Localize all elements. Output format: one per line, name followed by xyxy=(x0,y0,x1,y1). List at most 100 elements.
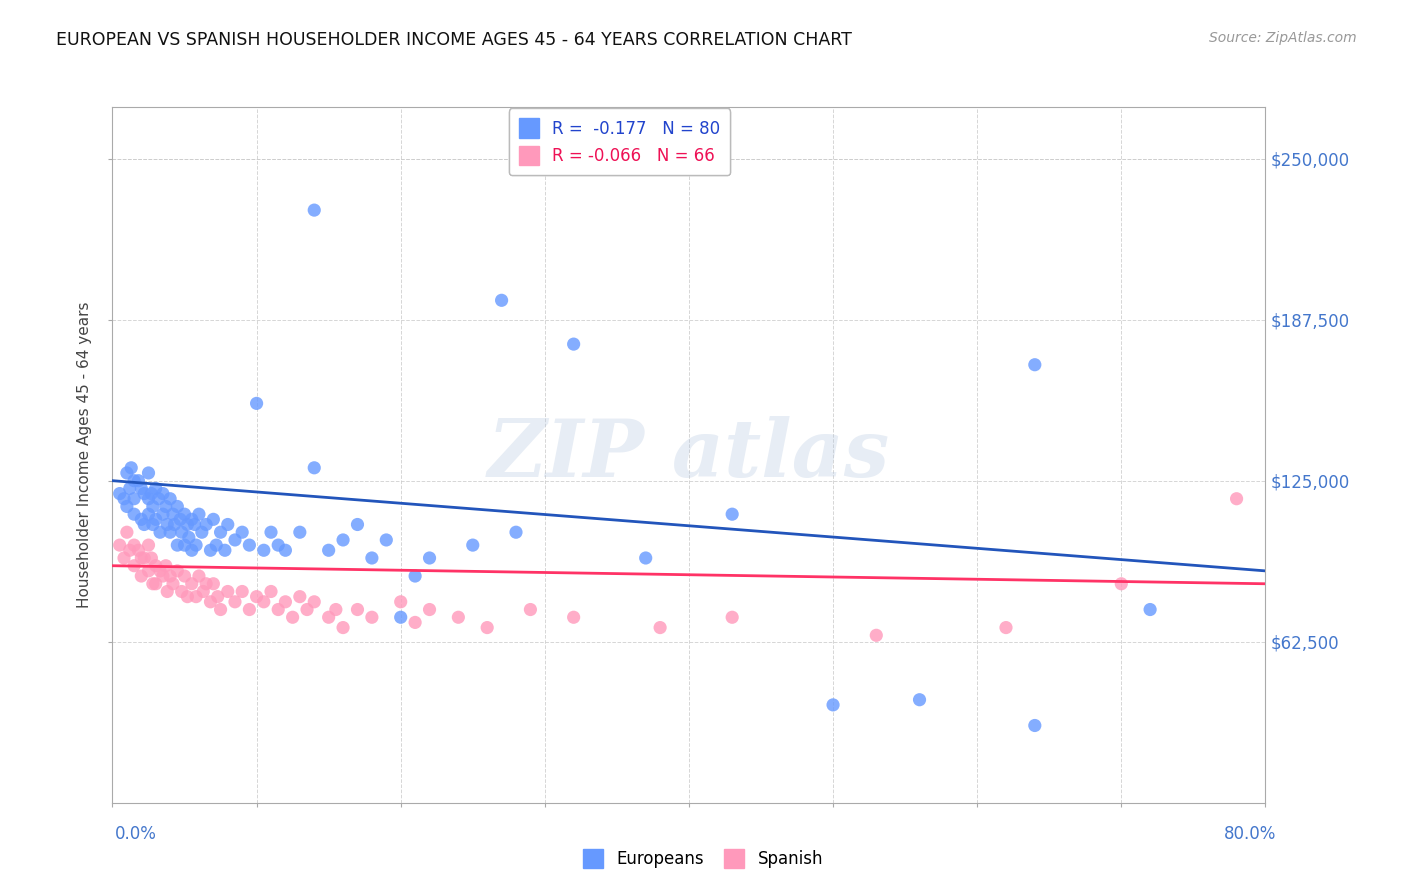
Point xyxy=(245,590,267,604)
Point xyxy=(318,543,340,558)
Point xyxy=(115,525,138,540)
Point xyxy=(169,512,191,526)
Point xyxy=(195,576,218,591)
Point xyxy=(260,525,283,540)
Point xyxy=(145,558,167,573)
Point xyxy=(245,396,267,410)
Point xyxy=(180,576,202,591)
Y-axis label: Householder Income Ages 45 - 64 years: Householder Income Ages 45 - 64 years xyxy=(77,301,93,608)
Point xyxy=(155,500,177,514)
Point xyxy=(304,595,326,609)
Point xyxy=(461,538,484,552)
Point xyxy=(865,628,887,642)
Point xyxy=(108,538,131,552)
Point xyxy=(180,543,202,558)
Text: 0.0%: 0.0% xyxy=(115,825,157,843)
Point xyxy=(1226,491,1249,506)
Point xyxy=(141,551,163,566)
Point xyxy=(1111,576,1133,591)
Point xyxy=(177,530,200,544)
Point xyxy=(281,610,304,624)
Point xyxy=(325,602,347,616)
Text: EUROPEAN VS SPANISH HOUSEHOLDER INCOME AGES 45 - 64 YEARS CORRELATION CHART: EUROPEAN VS SPANISH HOUSEHOLDER INCOME A… xyxy=(56,31,852,49)
Point xyxy=(156,517,179,532)
Point xyxy=(1139,602,1161,616)
Point xyxy=(562,337,585,351)
Point xyxy=(166,500,188,514)
Text: ZIP atlas: ZIP atlas xyxy=(488,417,890,493)
Point xyxy=(142,517,165,532)
Point xyxy=(149,564,172,578)
Point xyxy=(821,698,844,712)
Point xyxy=(404,569,426,583)
Point xyxy=(176,517,198,532)
Point xyxy=(155,558,177,573)
Point xyxy=(127,474,149,488)
Point xyxy=(152,507,174,521)
Point xyxy=(170,584,193,599)
Point xyxy=(505,525,527,540)
Point xyxy=(191,525,214,540)
Point xyxy=(134,486,156,500)
Point xyxy=(346,602,368,616)
Point xyxy=(145,512,167,526)
Point xyxy=(118,482,141,496)
Point xyxy=(274,543,297,558)
Legend: Europeans, Spanish: Europeans, Spanish xyxy=(576,842,830,875)
Point xyxy=(180,512,202,526)
Point xyxy=(166,564,188,578)
Point xyxy=(138,491,160,506)
Point xyxy=(115,500,138,514)
Point xyxy=(419,551,441,566)
Point xyxy=(184,538,207,552)
Point xyxy=(138,466,160,480)
Point xyxy=(562,610,585,624)
Point xyxy=(138,564,160,578)
Point xyxy=(152,486,174,500)
Point xyxy=(346,517,368,532)
Point xyxy=(122,491,145,506)
Point xyxy=(162,576,184,591)
Point xyxy=(304,460,326,475)
Point xyxy=(176,590,198,604)
Point xyxy=(195,517,218,532)
Point xyxy=(231,584,253,599)
Point xyxy=(138,507,160,521)
Point xyxy=(127,543,149,558)
Point xyxy=(163,517,186,532)
Point xyxy=(159,569,181,583)
Point xyxy=(209,602,232,616)
Point xyxy=(360,551,382,566)
Point xyxy=(129,551,153,566)
Text: 80.0%: 80.0% xyxy=(1225,825,1277,843)
Point xyxy=(202,576,225,591)
Point xyxy=(1024,718,1046,732)
Point xyxy=(184,590,207,604)
Point xyxy=(188,569,211,583)
Point xyxy=(995,621,1018,635)
Point xyxy=(634,551,657,566)
Point xyxy=(288,525,311,540)
Point xyxy=(209,525,232,540)
Point xyxy=(214,543,236,558)
Point xyxy=(120,460,142,475)
Point xyxy=(491,293,513,308)
Point xyxy=(152,569,174,583)
Point xyxy=(304,203,326,218)
Point xyxy=(141,486,163,500)
Point xyxy=(295,602,318,616)
Point xyxy=(205,538,228,552)
Point xyxy=(159,491,181,506)
Point xyxy=(260,584,283,599)
Point xyxy=(173,507,195,521)
Point xyxy=(648,621,672,635)
Point xyxy=(170,525,193,540)
Point xyxy=(332,621,354,635)
Point xyxy=(253,543,276,558)
Point xyxy=(207,590,229,604)
Point xyxy=(129,512,153,526)
Point xyxy=(253,595,276,609)
Point xyxy=(142,500,165,514)
Point xyxy=(145,576,167,591)
Point xyxy=(138,538,160,552)
